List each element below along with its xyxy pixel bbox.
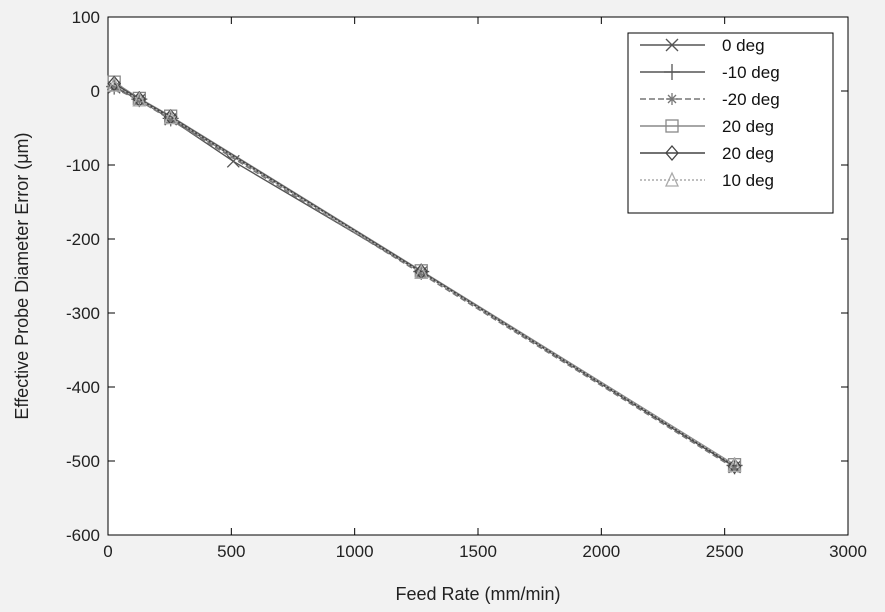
x-tick-label: 1000 <box>336 542 374 561</box>
legend-entry: -10 deg <box>640 63 780 82</box>
legend-marker <box>664 64 680 80</box>
y-tick-label: -500 <box>66 452 100 471</box>
legend-marker <box>665 145 679 161</box>
legend-label: 20 deg <box>722 117 774 136</box>
x-axis-label: Feed Rate (mm/min) <box>395 584 560 604</box>
y-tick-label: -600 <box>66 526 100 545</box>
y-tick-label: -100 <box>66 156 100 175</box>
legend: 0 deg -10 deg -20 deg 20 deg 20 deg 10 deg <box>627 32 834 214</box>
y-tick-label: 100 <box>72 8 100 27</box>
legend-entry: 20 deg <box>640 144 774 163</box>
legend-label: 0 deg <box>722 36 765 55</box>
legend-entry: -20 deg <box>640 90 780 109</box>
y-tick-label: -200 <box>66 230 100 249</box>
legend-label: 10 deg <box>722 171 774 190</box>
series-line <box>113 84 735 467</box>
legend-label: 20 deg <box>722 144 774 163</box>
legend-entry: 20 deg <box>640 117 774 136</box>
x-tick-label: 500 <box>217 542 245 561</box>
y-tick-label: -400 <box>66 378 100 397</box>
x-tick-label: 0 <box>103 542 112 561</box>
data-point <box>107 76 122 92</box>
legend-label: -20 deg <box>722 90 780 109</box>
data-point <box>727 456 742 473</box>
legend-marker <box>664 171 680 187</box>
data-point <box>727 458 742 475</box>
legend-marker <box>665 38 679 52</box>
x-tick-label: 1500 <box>459 542 497 561</box>
data-point <box>163 109 178 125</box>
legend-marker <box>665 119 679 133</box>
legend-box <box>627 32 834 214</box>
x-tick-label: 2500 <box>706 542 744 561</box>
data-point <box>132 91 147 107</box>
y-tick-label: -300 <box>66 304 100 323</box>
legend-marker <box>666 93 678 105</box>
y-tick-label: 0 <box>91 82 100 101</box>
legend-entry: 0 deg <box>640 36 765 55</box>
x-tick-label: 3000 <box>829 542 867 561</box>
legend-entry: 10 deg <box>640 171 774 190</box>
axis-ticks: 0 500 1000 1500 2000 2500 30001000-100-200-300… <box>66 8 867 561</box>
data-point <box>414 263 429 279</box>
y-axis-label: Effective Probe Diameter Error (μm) <box>12 132 32 419</box>
x-tick-label: 2000 <box>582 542 620 561</box>
series-group <box>106 75 743 475</box>
legend-label: -10 deg <box>722 63 780 82</box>
